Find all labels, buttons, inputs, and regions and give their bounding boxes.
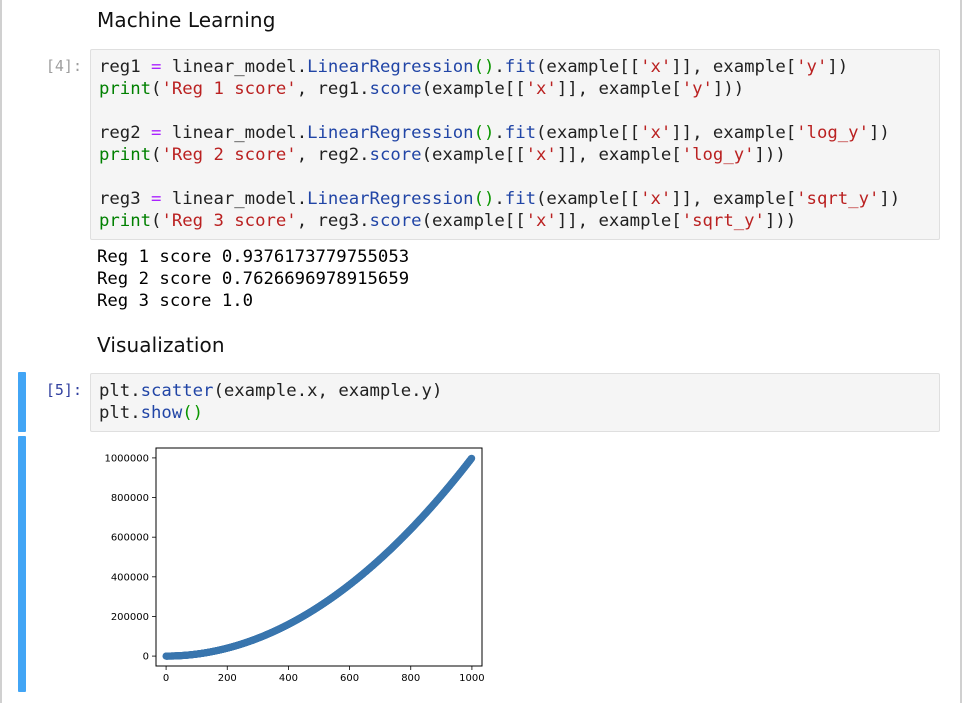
output-line: Reg 2 score 0.7626696978915659 [97,269,410,289]
x-tick-label: 0 [163,673,169,684]
section-heading-visualization: Visualization [97,333,225,357]
plot-frame [155,447,483,667]
y-axis: 0 200000 400000 600000 800000 1000000 [104,453,156,663]
section-heading-machine-learning: Machine Learning [97,8,276,32]
code-cell-input-4[interactable]: reg1 = linear_model.LinearRegression().f… [90,49,940,240]
code-editor-4[interactable]: reg1 = linear_model.LinearRegression().f… [99,57,901,231]
x-axis: 0 200 400 600 800 1000 [163,666,485,684]
y-tick-label: 1000000 [104,453,149,464]
scatter-plot: 0 200 400 600 800 1000 0 200000 400000 600000 800… [104,447,485,684]
output-line: Reg 1 score 0.9376173779755053 [97,247,410,267]
scatter-series [162,454,476,660]
x-tick-label: 400 [279,673,298,684]
x-tick-label: 800 [401,673,420,684]
y-tick-label: 800000 [111,493,149,504]
output-line: Reg 3 score 1.0 [97,291,254,311]
notebook-left-border [0,0,2,703]
x-tick-label: 200 [218,673,237,684]
cell-output-4: Reg 1 score 0.9376173779755053 Reg 2 scor… [97,246,409,312]
cell-selection-bar [18,372,26,432]
x-tick-label: 600 [340,673,359,684]
cell-prompt-4: [4]: [45,57,82,75]
y-tick-label: 600000 [111,533,149,544]
notebook-right-border [960,0,962,703]
y-tick-label: 0 [143,652,149,663]
cell-prompt-5: [5]: [45,381,82,399]
code-cell-input-5[interactable]: plt.scatter(example.x, example.y) plt.sh… [90,373,940,432]
code-editor-5[interactable]: plt.scatter(example.x, example.y) plt.sh… [99,381,443,423]
y-tick-label: 400000 [111,572,149,583]
scatter-point [468,454,476,462]
x-tick-label: 1000 [459,673,484,684]
output-selection-bar[interactable] [18,436,26,692]
y-tick-label: 200000 [111,612,149,623]
